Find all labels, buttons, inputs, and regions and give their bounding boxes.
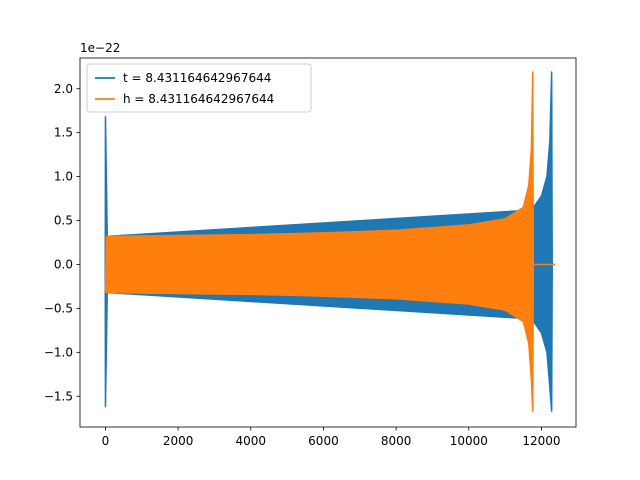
x-tick-label: 8000 [381, 434, 412, 448]
legend-label-t: t = 8.431164642967644 [123, 71, 271, 85]
x-tick-label: 2000 [163, 434, 194, 448]
x-tick-label: 6000 [308, 434, 339, 448]
axes: 0 2000 4000 6000 8000 10000 12000 −1.5 −1.0 −0.5 0… [44, 57, 577, 448]
y-tick-label: 0.5 [54, 214, 73, 228]
y-tick-label: 1.0 [54, 170, 73, 184]
x-tick-label: 10000 [450, 434, 488, 448]
series-h-waveform [104, 71, 535, 412]
y-tick-label: 2.0 [54, 82, 73, 96]
y-offset-text: 1e−22 [80, 41, 120, 55]
x-tick-label: 4000 [236, 434, 267, 448]
legend-box [86, 63, 312, 113]
plot-area [104, 71, 555, 412]
y-tick-label: −0.5 [44, 301, 73, 315]
legend: t = 8.431164642967644 h = 8.4311646429676… [86, 63, 312, 113]
x-tick-label: 0 [102, 434, 110, 448]
y-tick-label: 0.0 [54, 257, 73, 271]
series-layer [104, 71, 555, 412]
legend-label-h: h = 8.431164642967644 [123, 92, 274, 106]
axes-frame [79, 57, 577, 428]
x-tick-label: 12000 [522, 434, 560, 448]
y-tick-label: −1.5 [44, 389, 73, 403]
y-tick-label: −1.0 [44, 345, 73, 359]
y-tick-label: 1.5 [54, 126, 73, 140]
